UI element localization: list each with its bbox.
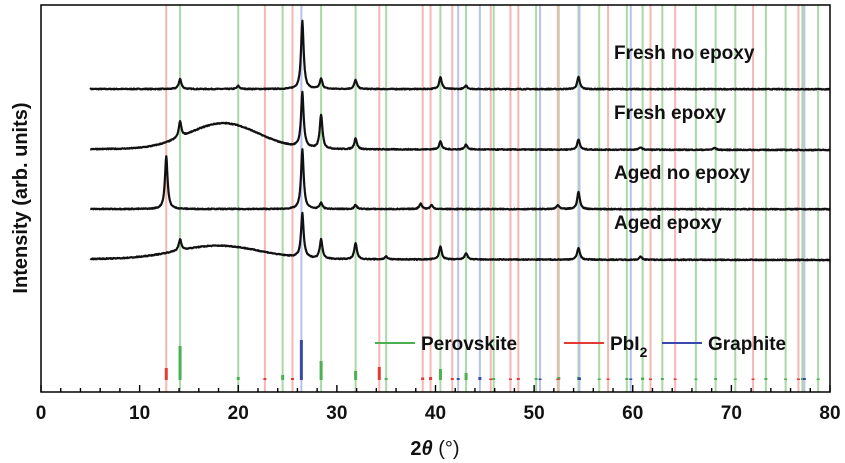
x-tick-label-50: 50	[524, 403, 545, 424]
reference-sticks	[164, 340, 820, 380]
series-label-aged-no-epoxy: Aged no epoxy	[614, 163, 751, 184]
series-labels: Fresh no epoxy Fresh epoxy Aged no epoxy Ag…	[614, 43, 755, 234]
x-axis: 0 10 20 30 40 50 60 70 80	[36, 385, 841, 424]
x-tick-label-10: 10	[129, 403, 150, 424]
y-axis-label: Intensity (arb. units)	[10, 102, 32, 293]
x-tick-label-40: 40	[425, 403, 446, 424]
diffraction-traces	[89, 19, 831, 262]
legend-label-perovskite: Perovskite	[421, 334, 517, 355]
series-label-aged-epoxy: Aged epoxy	[614, 213, 722, 234]
trace-aged-no-epoxy	[89, 148, 831, 211]
legend-label-sub-pbi2: 2	[640, 344, 648, 360]
x-axis-label: 2θ (°)	[410, 438, 459, 460]
series-label-fresh-epoxy: Fresh epoxy	[614, 103, 726, 124]
x-tick-label-70: 70	[721, 403, 742, 424]
x-tick-label-30: 30	[326, 403, 347, 424]
legend: Perovskite PbI2 Graphite	[375, 334, 786, 360]
x-tick-label-0: 0	[36, 403, 47, 424]
trace-fresh-epoxy	[89, 90, 831, 152]
x-tick-label-20: 20	[228, 403, 249, 424]
x-axis-label-unit: (°)	[433, 438, 460, 460]
reference-lines	[165, 5, 820, 392]
y-axis: Intensity (arb. units)	[10, 102, 32, 293]
series-label-fresh-no-epoxy: Fresh no epoxy	[614, 43, 755, 64]
legend-label-graphite: Graphite	[708, 334, 786, 355]
trace-fresh-no-epoxy	[89, 19, 831, 91]
trace-aged-epoxy	[89, 211, 831, 262]
x-tick-label-80: 80	[819, 403, 840, 424]
x-axis-label-theta: θ	[422, 438, 433, 460]
x-tick-label-60: 60	[622, 403, 643, 424]
x-axis-label-main: 2	[410, 438, 421, 460]
